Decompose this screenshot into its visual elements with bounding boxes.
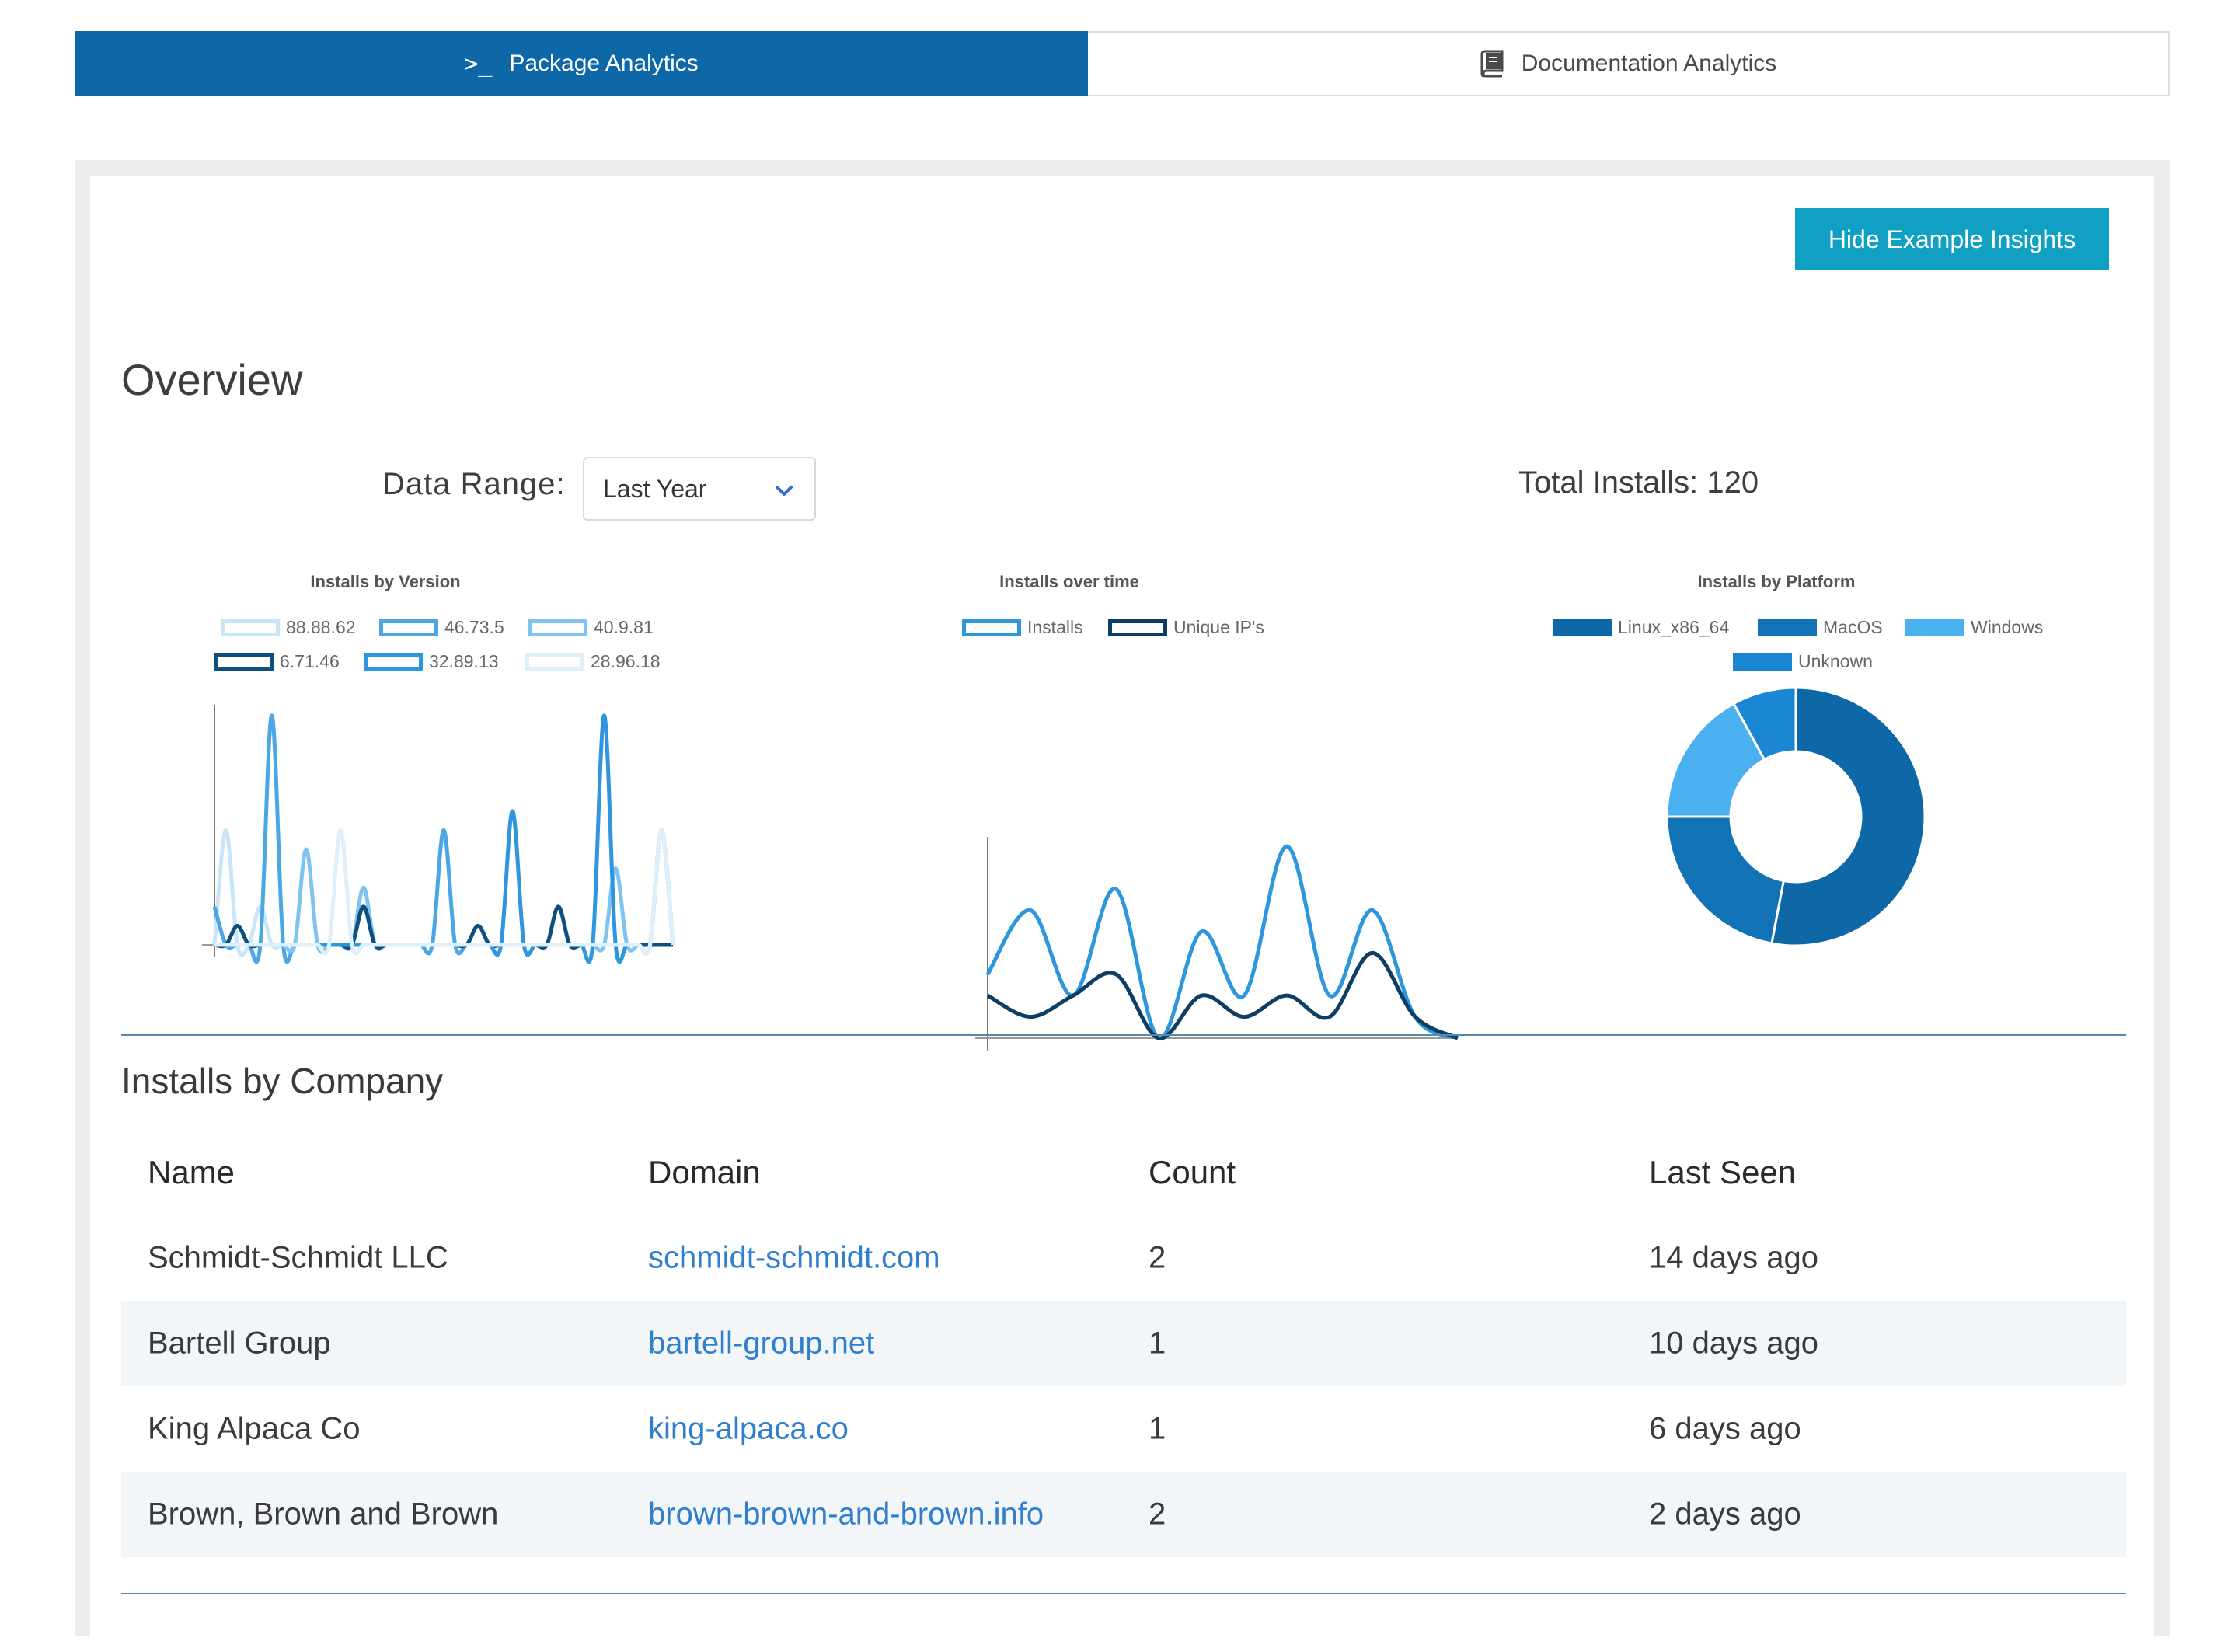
legend-label: 28.96.18	[591, 651, 661, 671]
data-range-label: Data Range:	[382, 467, 566, 501]
series-line	[214, 828, 675, 956]
company-domain-link[interactable]: schmidt-schmidt.com	[648, 1240, 940, 1275]
legend-swatch	[528, 619, 587, 636]
company-table: Name Domain Count Last Seen Schmidt-Schm…	[121, 1130, 2126, 1557]
last-seen: 2 days ago	[1649, 1497, 1801, 1532]
legend-item[interactable]: 6.71.46	[214, 651, 340, 672]
legend-item[interactable]: 32.89.13	[364, 651, 499, 672]
legend-swatch	[1108, 619, 1167, 636]
legend-swatch	[379, 619, 438, 636]
insights-panel: Hide Example Insights Overview Data Rang…	[75, 160, 2170, 1652]
tab-label: Package Analytics	[509, 51, 699, 76]
legend-label: Unknown	[1798, 651, 1873, 671]
pie-slice	[1731, 686, 1797, 762]
chevron-down-icon	[776, 486, 793, 496]
installs-by-platform-chart	[1665, 686, 1926, 947]
install-count: 2	[1149, 1497, 1166, 1532]
installs-by-version-chart	[202, 705, 675, 964]
table-bottom-divider	[121, 1593, 2126, 1594]
legend-item[interactable]: 28.96.18	[525, 651, 661, 672]
terminal-icon: >_	[464, 50, 493, 78]
legend-swatch	[1758, 619, 1817, 636]
chart-title-installs-over-time: Installs over time	[999, 572, 1139, 591]
pie-slice	[1665, 815, 1786, 945]
tab-label: Documentation Analytics	[1521, 51, 1777, 76]
table-row: Brown, Brown and Brown brown-brown-and-b…	[121, 1472, 2126, 1557]
legend-item[interactable]: 46.73.5	[379, 617, 504, 638]
series-line	[985, 844, 1459, 1040]
section-divider	[121, 1034, 2126, 1036]
legend-item[interactable]: Unique IP's	[1108, 617, 1264, 638]
company-name: Schmidt-Schmidt LLC	[148, 1240, 448, 1275]
legend-swatch	[1733, 653, 1792, 671]
legend-swatch	[221, 619, 280, 636]
legend-label: Linux_x86_64	[1618, 617, 1730, 637]
install-count: 1	[1149, 1326, 1166, 1361]
insights-card: Hide Example Insights Overview Data Rang…	[90, 176, 2154, 1652]
total-installs: Total Installs: 120	[1518, 465, 1759, 500]
data-range-select[interactable]: Last Year	[583, 457, 816, 521]
legend-swatch	[214, 653, 274, 671]
chart-title-installs-by-version: Installs by Version	[310, 572, 461, 591]
legend-label: 6.71.46	[280, 651, 340, 671]
legend-item[interactable]: MacOS	[1758, 617, 1883, 638]
table-header-row: Name Domain Count Last Seen	[121, 1130, 2126, 1215]
legend-label: Installs	[1027, 617, 1083, 637]
company-domain-link[interactable]: bartell-group.net	[648, 1326, 875, 1361]
legend-label: 40.9.81	[594, 617, 654, 637]
chart-title-installs-by-platform: Installs by Platform	[1697, 572, 1856, 591]
legend-label: Unique IP's	[1173, 617, 1264, 637]
last-seen: 14 days ago	[1649, 1240, 1818, 1275]
legend-swatch	[364, 653, 423, 671]
legend-label: 32.89.13	[429, 651, 499, 671]
install-count: 1	[1149, 1411, 1166, 1446]
legend-label: MacOS	[1823, 617, 1883, 637]
legend-swatch	[1553, 619, 1612, 636]
table-row: King Alpaca Co king-alpaca.co 1 6 days a…	[121, 1386, 2126, 1472]
legend-swatch	[525, 653, 584, 671]
legend-item[interactable]: Linux_x86_64	[1553, 617, 1729, 638]
installs-over-time-chart	[975, 837, 1459, 1051]
last-seen: 6 days ago	[1649, 1411, 1801, 1446]
legend-label: 46.73.5	[444, 617, 504, 637]
legend-swatch	[962, 619, 1021, 636]
installs-by-company-title: Installs by Company	[121, 1061, 444, 1101]
overview-title: Overview	[121, 355, 303, 404]
table-row: Bartell Group bartell-group.net 1 10 day…	[121, 1301, 2126, 1386]
company-domain-link[interactable]: king-alpaca.co	[648, 1411, 849, 1446]
book-icon	[1480, 50, 1504, 78]
series-line	[212, 713, 673, 964]
column-header-last-seen[interactable]: Last Seen	[1649, 1154, 1797, 1190]
pie-slice	[1665, 702, 1766, 818]
legend-item[interactable]: 88.88.62	[221, 617, 356, 638]
data-range-value: Last Year	[603, 474, 707, 503]
tab-package-analytics[interactable]: >_ Package Analytics	[75, 31, 1088, 96]
legend-item[interactable]: Unknown	[1733, 651, 1873, 672]
column-header-count[interactable]: Count	[1149, 1154, 1236, 1190]
company-name: King Alpaca Co	[148, 1411, 361, 1446]
legend-item[interactable]: Windows	[1905, 617, 2043, 638]
hide-example-insights-button[interactable]: Hide Example Insights	[1795, 208, 2109, 270]
legend-item[interactable]: Installs	[962, 617, 1083, 638]
install-count: 2	[1149, 1240, 1166, 1275]
legend-label: Windows	[1971, 617, 2044, 637]
tab-documentation-analytics[interactable]: Documentation Analytics	[1088, 33, 2168, 95]
company-name: Bartell Group	[148, 1326, 331, 1361]
column-header-domain[interactable]: Domain	[648, 1154, 761, 1190]
pie-slice	[1770, 686, 1926, 947]
series-line	[986, 950, 1459, 1040]
legend-item[interactable]: 40.9.81	[528, 617, 654, 638]
company-domain-link[interactable]: brown-brown-and-brown.info	[648, 1497, 1044, 1532]
legend-swatch	[1905, 619, 1964, 636]
company-name: Brown, Brown and Brown	[148, 1497, 499, 1532]
table-row: Schmidt-Schmidt LLC schmidt-schmidt.com …	[121, 1215, 2126, 1301]
column-header-name[interactable]: Name	[148, 1154, 235, 1190]
last-seen: 10 days ago	[1649, 1326, 1818, 1361]
analytics-tabs: >_ Package Analytics Documentation Analy…	[75, 31, 2170, 96]
legend-label: 88.88.62	[286, 617, 356, 637]
